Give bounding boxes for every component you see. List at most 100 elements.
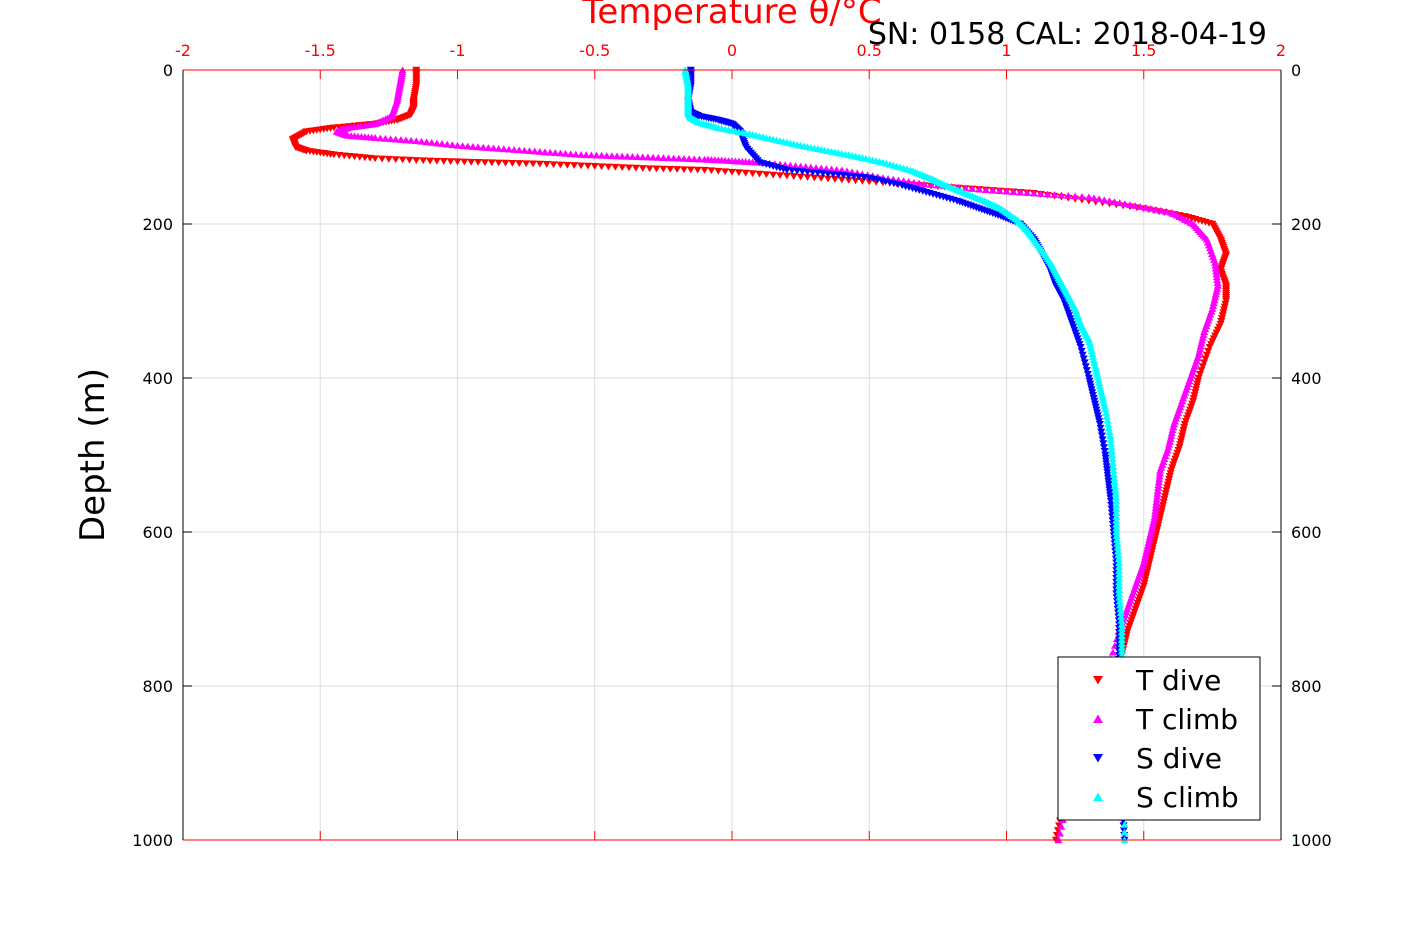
y-tick-label-left: 0 [163, 61, 173, 80]
data-point [1143, 541, 1152, 549]
data-point [633, 153, 642, 161]
data-point [1076, 344, 1085, 351]
data-point [1154, 478, 1163, 486]
data-point [592, 151, 601, 159]
data-point [501, 159, 510, 167]
data-point [376, 134, 385, 142]
data-point [1101, 405, 1110, 412]
data-point [1145, 536, 1154, 543]
data-point [755, 170, 764, 178]
data-point [1204, 347, 1213, 355]
data-point [1198, 363, 1207, 371]
data-point [645, 165, 654, 173]
data-point [1115, 578, 1124, 586]
data-point [510, 146, 519, 153]
data-point [1071, 192, 1080, 200]
data-point [695, 155, 704, 163]
data-point [1153, 487, 1162, 494]
data-point [1142, 547, 1151, 555]
data-point [1213, 276, 1222, 284]
data-point [786, 161, 795, 169]
data-point [1077, 347, 1086, 355]
data-point [1117, 632, 1126, 640]
data-point [542, 161, 551, 168]
data-point [1126, 201, 1135, 208]
data-point [499, 145, 508, 153]
data-point [489, 144, 498, 152]
legend-marker [1093, 792, 1103, 801]
data-point [522, 160, 531, 168]
data-point [1083, 370, 1092, 378]
data-point [474, 143, 483, 151]
data-point [837, 166, 846, 174]
data-point [1112, 505, 1121, 513]
x-tick-label: 2 [1276, 41, 1286, 60]
data-point [693, 166, 702, 174]
data-point [1211, 293, 1220, 301]
data-point [1114, 551, 1123, 559]
data-point [1088, 350, 1097, 358]
legend-label: T climb [1135, 703, 1238, 736]
data-point [407, 136, 416, 144]
data-point [1151, 205, 1160, 213]
data-point [1149, 518, 1158, 526]
data-point [1151, 504, 1160, 512]
data-point [391, 156, 400, 164]
data-point [817, 175, 826, 182]
data-point [1086, 341, 1095, 349]
data-point [1095, 382, 1104, 389]
data-point [1043, 190, 1052, 198]
data-point [1154, 484, 1163, 491]
data-point [817, 164, 826, 172]
data-point [1117, 643, 1126, 651]
data-point [1108, 451, 1117, 459]
data-point [566, 150, 575, 158]
data-point [1086, 344, 1095, 352]
data-point [468, 143, 477, 150]
data-point [1117, 636, 1126, 643]
data-point [438, 140, 447, 147]
data-point [968, 185, 977, 192]
data-point [590, 163, 599, 170]
data-point [1115, 582, 1124, 590]
data-point [1209, 302, 1218, 310]
data-point [1112, 516, 1121, 524]
data-point [571, 150, 580, 158]
x-tick-label: -1 [450, 41, 466, 60]
data-point [1104, 424, 1113, 432]
data-point [1097, 432, 1106, 440]
data-point [1154, 481, 1163, 489]
data-point [508, 159, 517, 167]
data-point [618, 164, 627, 172]
data-point [1117, 647, 1126, 655]
data-point [1102, 409, 1111, 416]
x-tick-label: 0.5 [857, 41, 882, 60]
data-point [1144, 538, 1153, 546]
data-point [1115, 559, 1124, 566]
x-tick-label: -1.5 [305, 41, 336, 60]
data-point [535, 148, 544, 155]
data-point [909, 178, 918, 186]
data-point [1098, 393, 1107, 401]
x-tick-label: 1.5 [1131, 41, 1156, 60]
data-point [371, 134, 380, 141]
data-point [1108, 455, 1117, 463]
data-point [1150, 513, 1159, 520]
data-point [570, 162, 579, 169]
data-point [1143, 544, 1152, 552]
data-point [427, 138, 436, 146]
data-point [1097, 390, 1106, 398]
data-point [920, 180, 929, 188]
data-point [1050, 191, 1059, 198]
y-axis-label: Depth (m) [73, 368, 113, 542]
data-point [426, 157, 435, 165]
data-point [1036, 190, 1045, 197]
data-point [467, 158, 476, 166]
data-point [1117, 628, 1126, 636]
data-point [446, 158, 455, 166]
data-point [915, 179, 924, 187]
data-point [673, 166, 682, 173]
data-point [1169, 423, 1178, 431]
data-point [734, 169, 743, 177]
data-point [487, 159, 496, 167]
